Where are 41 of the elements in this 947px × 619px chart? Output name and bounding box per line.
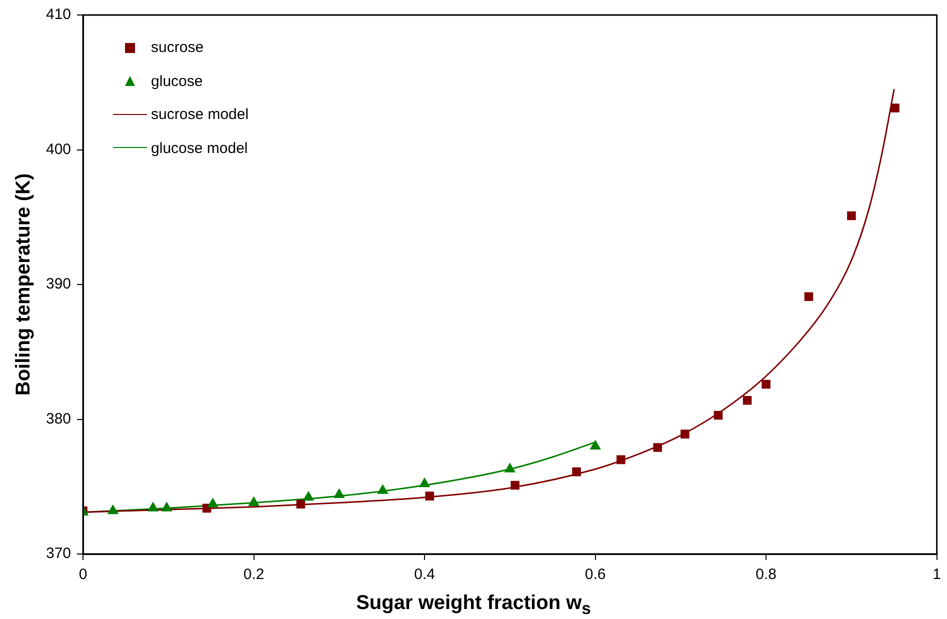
- point: [148, 502, 158, 512]
- point: [296, 500, 306, 509]
- point: [108, 504, 118, 514]
- point: [653, 443, 662, 452]
- point: [161, 502, 172, 512]
- y-axis-title: Boiling temperature (K): [12, 173, 35, 396]
- legend-label: sucrose: [151, 39, 204, 56]
- x-tick-label: 1: [932, 566, 941, 584]
- point: [572, 467, 581, 476]
- point: [590, 440, 601, 450]
- point: [303, 491, 314, 501]
- y-tick-label: 370: [46, 545, 72, 562]
- point: [510, 480, 520, 490]
- legend-label: glucose: [151, 72, 203, 90]
- legend-label: glucose model: [151, 140, 248, 157]
- x-tick-label: 0.4: [414, 566, 435, 584]
- point: [890, 104, 900, 112]
- x-tick-label: 0.2: [243, 566, 264, 584]
- point: [334, 488, 344, 498]
- point: [680, 430, 690, 438]
- point: [208, 498, 218, 508]
- legend-label: sucrose model: [151, 106, 249, 124]
- point: [804, 292, 814, 302]
- point: [419, 478, 430, 488]
- point: [248, 496, 260, 506]
- point: [847, 211, 856, 220]
- x-tick-label: 0.8: [756, 566, 776, 584]
- point: [425, 492, 434, 500]
- point: [714, 410, 723, 420]
- y-tick-label: 380: [46, 410, 72, 428]
- point: [504, 463, 516, 472]
- y-tick-label: 400: [46, 140, 72, 158]
- x-tick-label: 0.6: [584, 566, 606, 584]
- point: [742, 396, 752, 405]
- point: [762, 380, 770, 389]
- y-tick-label: 410: [46, 6, 72, 24]
- point: [616, 455, 626, 464]
- point: [377, 484, 388, 494]
- x-tick-label: 0: [78, 566, 88, 584]
- y-tick-label: 390: [46, 276, 72, 293]
- x-axis-title: Sugar weight fraction w$_{s}$: [355, 592, 592, 619]
